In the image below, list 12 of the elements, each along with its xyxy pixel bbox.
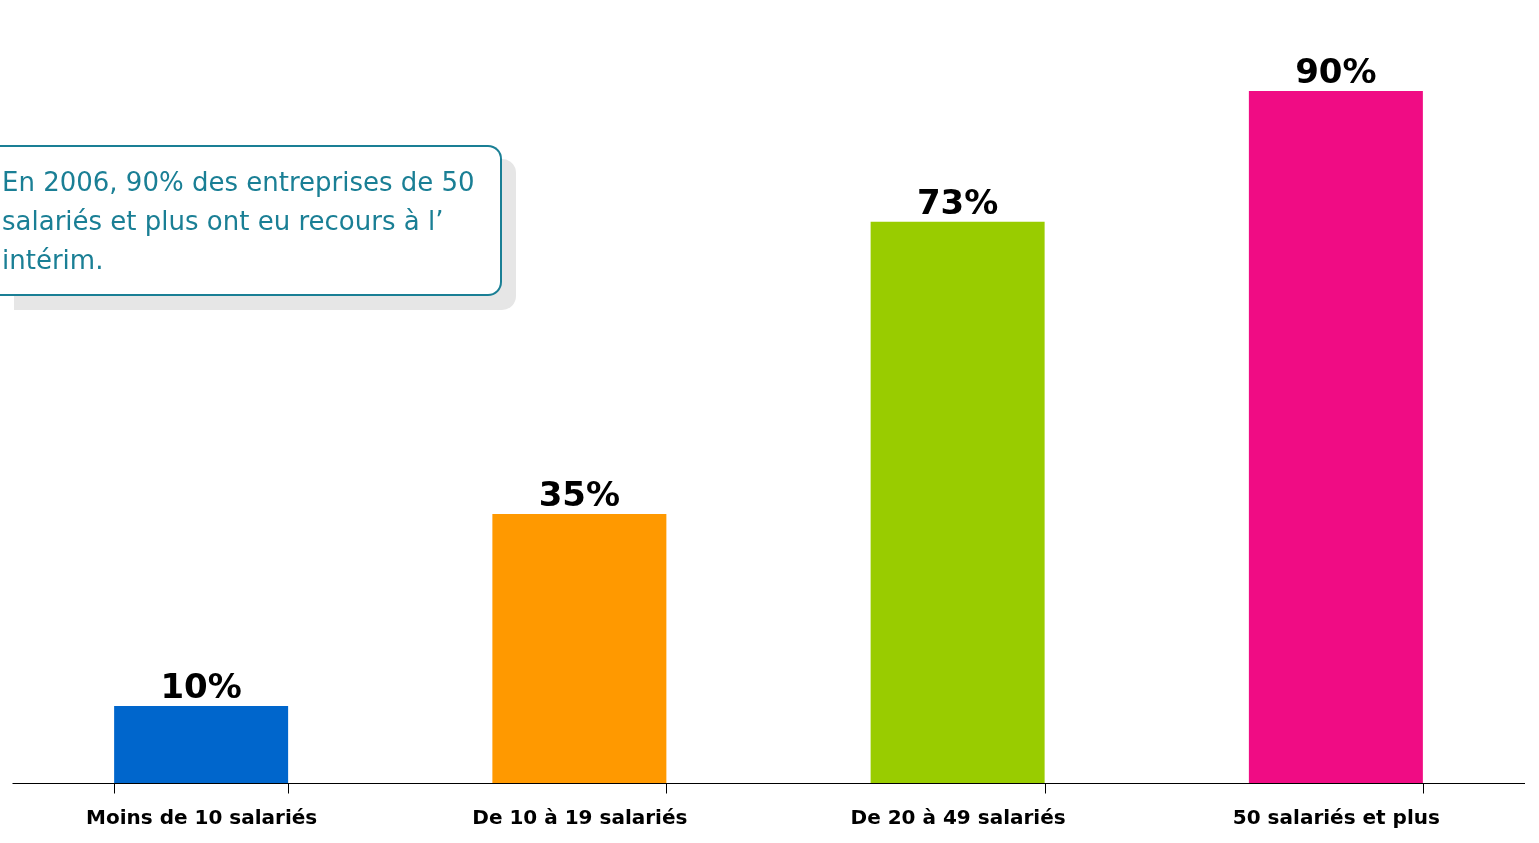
data-label: 90% [1295, 51, 1377, 91]
data-label: 73% [916, 181, 999, 222]
bar [1248, 91, 1423, 783]
x-tick-label: De 20 à 49 salariés [850, 804, 1066, 829]
bar [870, 221, 1045, 783]
data-label: 35% [538, 473, 621, 514]
x-tick-label: 50 salariés et plus [1232, 804, 1440, 829]
data-label: 10% [160, 666, 242, 707]
x-tick-label: De 10 à 19 salariés [472, 804, 688, 829]
bar [492, 513, 667, 783]
bar [114, 706, 289, 783]
x-tick-label: Moins de 10 salariés [86, 804, 318, 829]
